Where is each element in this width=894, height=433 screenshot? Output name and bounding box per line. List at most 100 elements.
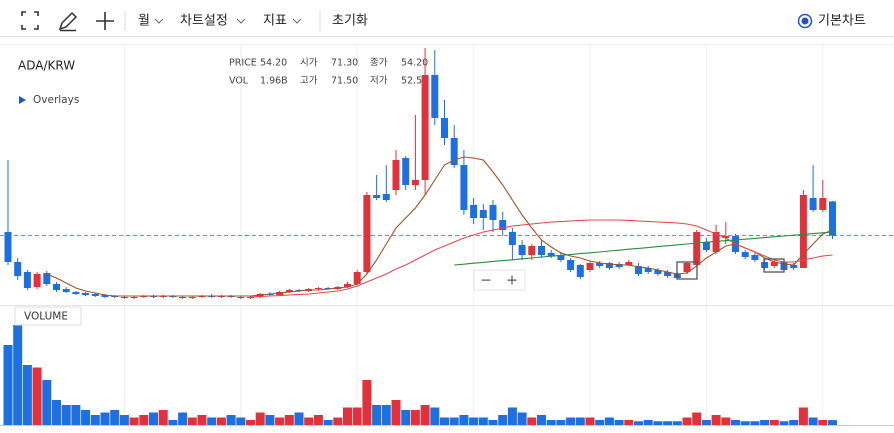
- candle-body: [654, 270, 662, 274]
- volume-bar: [129, 417, 139, 425]
- volume-bar: [110, 410, 120, 425]
- candle-body: [353, 272, 361, 284]
- volume-bar: [90, 415, 100, 425]
- candle-body: [586, 263, 594, 270]
- volume-bar: [362, 380, 372, 425]
- highlight-box: [676, 261, 698, 280]
- volume-bar: [119, 415, 129, 425]
- candle-body: [431, 75, 439, 118]
- zoom-out-button[interactable]: −: [480, 273, 492, 289]
- volume-bar: [100, 412, 110, 425]
- info-label: VOL: [229, 76, 249, 87]
- candle-body: [53, 284, 60, 290]
- volume-bar: [682, 417, 692, 425]
- candle-body: [770, 262, 778, 266]
- zoom-control: [473, 269, 526, 291]
- volume-bar: [808, 417, 818, 425]
- volume-bar: [537, 415, 546, 425]
- candle-body: [4, 232, 12, 262]
- volume-bar: [52, 400, 61, 425]
- candle-body: [508, 232, 516, 245]
- volume-bar: [711, 415, 721, 425]
- settings-menu[interactable]: 차트설정: [180, 14, 228, 29]
- candle-body: [460, 165, 468, 210]
- candle-body: [479, 210, 487, 218]
- volume-bar: [81, 410, 91, 425]
- zoom-in-button[interactable]: +: [506, 273, 518, 289]
- volume-bar: [343, 407, 352, 425]
- volume-bar: [692, 412, 702, 425]
- volume-bar: [294, 412, 304, 425]
- volume-bar: [663, 421, 673, 425]
- volume-bar: [701, 420, 711, 425]
- volume-title: VOLUME: [24, 311, 68, 323]
- radio-dot: [801, 17, 809, 25]
- volume-bar: [32, 367, 42, 425]
- candle-body: [790, 265, 798, 268]
- info-label: 저가: [370, 76, 388, 87]
- reset-button[interactable]: 초기화: [332, 14, 368, 29]
- candle-body: [625, 262, 633, 265]
- pencil-icon[interactable]: [58, 11, 78, 32]
- candle-body: [712, 232, 720, 252]
- candle-body: [557, 255, 565, 260]
- candle-body: [499, 220, 507, 230]
- candle-body: [120, 297, 128, 298]
- radio-button[interactable]: [797, 13, 813, 29]
- volume-bar: [391, 400, 401, 425]
- volume-bar: [469, 417, 479, 425]
- candle-body: [799, 195, 807, 268]
- candle-body: [809, 198, 817, 210]
- info-label: 종가: [370, 58, 388, 69]
- candle-body: [741, 252, 749, 257]
- chevron: [154, 18, 164, 24]
- fullscreen-icon[interactable]: [21, 11, 39, 30]
- info-value: 54.20: [401, 58, 428, 69]
- volume-bar: [42, 380, 52, 425]
- chart-title: ADA/KRW: [18, 59, 75, 73]
- volume-bar: [760, 420, 770, 425]
- info-value: 71.50: [331, 76, 358, 87]
- candle-body: [82, 293, 90, 295]
- overlays-toggle-icon[interactable]: [19, 96, 26, 104]
- period-select[interactable]: 월: [138, 14, 150, 29]
- volume-bar: [216, 417, 226, 425]
- volume-bar: [3, 345, 13, 425]
- volume-bar: [566, 417, 576, 425]
- volume-bar: [158, 410, 168, 425]
- volume-bar: [372, 405, 382, 425]
- volume-bar: [488, 420, 498, 425]
- candle-body: [722, 236, 730, 238]
- candle-body: [683, 263, 691, 272]
- chart-mode-label[interactable]: 기본차트: [818, 14, 866, 29]
- volume-bar: [401, 410, 411, 425]
- candle-body: [373, 195, 381, 198]
- volume-bar: [255, 412, 265, 425]
- candle-body: [344, 284, 351, 287]
- candle-body: [489, 205, 497, 220]
- volume-bar: [507, 407, 517, 425]
- volume-bar: [585, 417, 595, 425]
- candle-body: [829, 201, 836, 236]
- volume-bar: [236, 417, 246, 425]
- volume-bar: [246, 420, 255, 425]
- volume-bar: [430, 407, 440, 425]
- volume-bar: [449, 417, 459, 425]
- volume-bar: [614, 420, 624, 425]
- indicators-menu[interactable]: 지표: [263, 14, 287, 29]
- volume-bar: [779, 421, 789, 425]
- candle-body: [518, 245, 526, 255]
- overlays-toggle[interactable]: Overlays: [33, 94, 79, 106]
- candle-body: [576, 265, 584, 277]
- volume-bar: [22, 365, 32, 425]
- crosshair-icon[interactable]: [96, 12, 114, 30]
- volume-bar: [168, 420, 178, 425]
- volume-bar: [265, 415, 275, 425]
- volume-bar: [187, 417, 197, 425]
- vertical-grid: [123, 45, 824, 425]
- volume-bar: [828, 420, 837, 425]
- candle-body: [237, 297, 245, 298]
- candle-body: [14, 262, 22, 276]
